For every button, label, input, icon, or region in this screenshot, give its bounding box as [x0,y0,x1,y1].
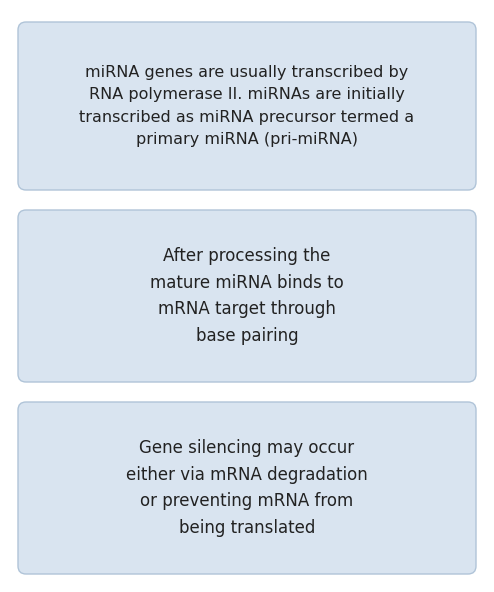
Text: Gene silencing may occur
either via mRNA degradation
or preventing mRNA from
bei: Gene silencing may occur either via mRNA… [126,439,368,536]
FancyBboxPatch shape [18,22,476,190]
Text: After processing the
mature miRNA binds to
mRNA target through
base pairing: After processing the mature miRNA binds … [150,247,344,345]
Text: miRNA genes are usually transcribed by
RNA polymerase II. miRNAs are initially
t: miRNA genes are usually transcribed by R… [80,65,414,147]
FancyBboxPatch shape [18,210,476,382]
FancyBboxPatch shape [18,402,476,574]
